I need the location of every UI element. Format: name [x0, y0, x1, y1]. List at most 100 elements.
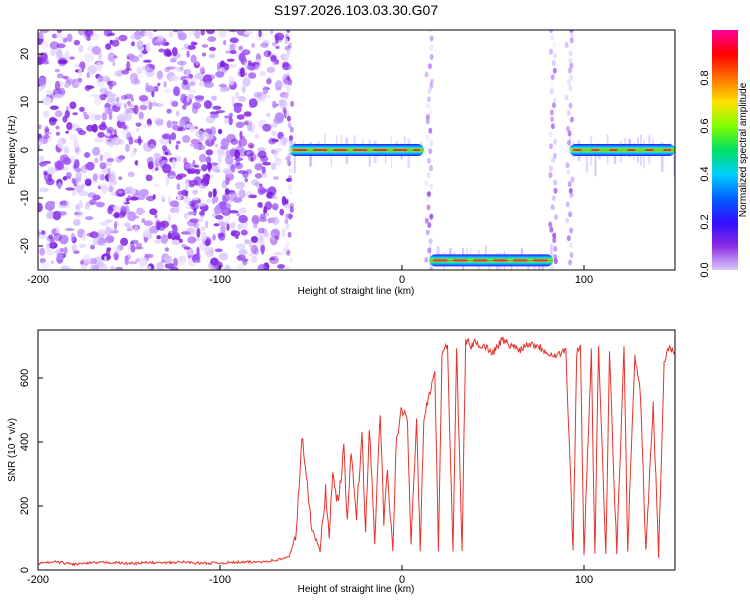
spectrogram-noise-cell: [111, 39, 120, 47]
spectrogram-noise-cell: [113, 55, 118, 59]
spectrogram-noise-cell: [223, 63, 230, 71]
spectrogram-edge-streak: [287, 231, 292, 238]
spectrogram-noise-cell: [38, 52, 48, 62]
spectrogram-edge-streak: [565, 201, 570, 208]
spectrogram-tone-band: [429, 254, 554, 267]
spectrogram-edge-streak: [549, 143, 553, 150]
spectrogram-noise-cell: [195, 130, 205, 138]
spectrogram-noise-cell: [72, 125, 80, 129]
spectrogram-noise-cell: [259, 201, 263, 209]
spectrogram-noise-cell: [220, 87, 225, 93]
spectrogram-edge-streak: [289, 140, 294, 147]
spectrogram-edge-streak: [427, 96, 431, 103]
spectrogram-noise-cell: [259, 234, 264, 244]
spectrogram-noise-cell: [91, 46, 102, 55]
spectrogram-noise-cell: [125, 197, 130, 202]
spectrogram-noise-cell: [283, 204, 293, 209]
spectrogram-noise-cell: [228, 75, 235, 86]
spectrogram-noise-cell: [126, 100, 132, 106]
spectrogram-noise-cell: [186, 50, 190, 58]
snr-x-tick-label: -200: [27, 574, 49, 586]
spectrogram-edge-streak: [427, 247, 432, 254]
spectrogram-noise-cell: [53, 93, 64, 99]
spectrogram-noise-cell: [153, 85, 159, 92]
spectrogram-edge-streak: [569, 74, 573, 81]
spectrogram-noise-cell: [240, 67, 245, 78]
spectrogram-noise-cell: [75, 127, 83, 133]
spectrogram-noise-cell: [199, 64, 205, 73]
spectrogram-noise-cell: [133, 139, 144, 144]
spectrogram-noise-cell: [65, 187, 75, 191]
spectrogram-noise-cell: [83, 152, 91, 158]
snr-x-tick-label: -100: [209, 574, 231, 586]
spectrogram-noise-cell: [64, 50, 70, 59]
spectrogram-noise-cell: [125, 225, 133, 229]
spectrogram-edge-streak: [424, 217, 429, 224]
spectrogram-noise-cell: [214, 248, 223, 253]
spectrogram-noise-cell: [41, 96, 52, 106]
spectrogram-noise-cell: [95, 61, 103, 72]
spectrogram-noise-cell: [234, 181, 245, 190]
spectrogram-noise-cell: [267, 50, 271, 57]
spectrogram-noise-cell: [89, 258, 97, 265]
spectrogram-noise-cell: [176, 183, 181, 191]
spectrogram-noise-cell: [228, 191, 238, 202]
spectrogram-noise-cell: [135, 242, 143, 248]
spectrogram-noise-cell: [149, 143, 155, 149]
spectrogram-noise-cell: [50, 105, 59, 110]
spectrogram-edge-streak: [550, 264, 555, 270]
spectrogram-noise-cell: [125, 186, 134, 190]
spectrogram-edge-streak: [288, 175, 293, 182]
spectrogram-noise-cell: [277, 264, 286, 269]
spectrogram-noise-cell: [183, 43, 189, 48]
spectrogram-edge-streak: [429, 165, 433, 172]
spectrogram-noise-cell: [99, 183, 108, 189]
spectrogram-noise-cell: [60, 247, 64, 253]
spectrogram-noise-cell: [163, 81, 167, 88]
spectrogram-noise-cell: [257, 227, 266, 234]
spectrogram-edge-streak: [428, 148, 433, 155]
spectrogram-tone-smear: [673, 145, 675, 177]
spectrogram-noise-cell: [258, 30, 262, 38]
spectrogram-noise-cell: [58, 59, 68, 65]
snr-y-ticks: 0 200 400 600: [19, 369, 43, 573]
spectrogram-noise-cell: [224, 117, 229, 125]
spectrogram-noise-cell: [58, 204, 68, 208]
spectrogram-noise-cell: [124, 255, 129, 266]
spectrogram-noise-cell: [55, 125, 60, 130]
spectrogram-noise-cell: [173, 86, 180, 97]
spectrogram-edge-streak: [290, 100, 295, 107]
spectrogram-noise-cell: [229, 37, 239, 44]
spectrogram-edge-streak: [548, 165, 553, 172]
spectrogram-noise-cell: [198, 153, 207, 163]
spectrogram-noise-cell: [271, 130, 277, 136]
spectrogram-noise-cell: [284, 198, 289, 205]
spectrogram-noise-cell: [54, 68, 60, 73]
spectrogram-noise-cell: [240, 229, 248, 236]
spectrogram-noise-cell: [272, 176, 279, 180]
spectrogram-noise-cell: [200, 67, 205, 75]
spectrogram-noise-cell: [253, 221, 258, 229]
spectrogram-noise-cell: [72, 112, 79, 116]
spectrogram-noise-cell: [203, 100, 212, 109]
spectrogram-noise-cell: [158, 48, 165, 53]
spectrogram-noise-cell: [138, 54, 144, 58]
spectrogram-noise-cell: [156, 70, 164, 80]
spectrogram-noise-cell: [44, 131, 52, 135]
spectrogram-edge-streak: [285, 265, 290, 270]
spectrogram-noise-cell: [101, 112, 108, 121]
spectrogram-noise-cell: [74, 63, 81, 68]
spectrogram-tone-smear: [429, 245, 432, 268]
spectrogram-noise-cell: [261, 166, 266, 175]
spectrogram-noise-cell: [106, 158, 115, 162]
spectrogram-noise-cell: [135, 258, 141, 263]
spectrogram-noise-cell: [154, 184, 160, 188]
spectrogram-edge-streak: [570, 156, 575, 163]
spectrogram-noise-cell: [69, 134, 78, 142]
spectrogram-edge-streak: [552, 237, 557, 244]
spectrogram-edge-streak: [551, 195, 556, 202]
spectrogram-noise-cell: [254, 173, 263, 179]
spectrogram-noise-cell: [44, 128, 50, 133]
spectrogram-noise-cell: [236, 254, 246, 261]
spectrogram-noise-cell: [86, 72, 90, 78]
